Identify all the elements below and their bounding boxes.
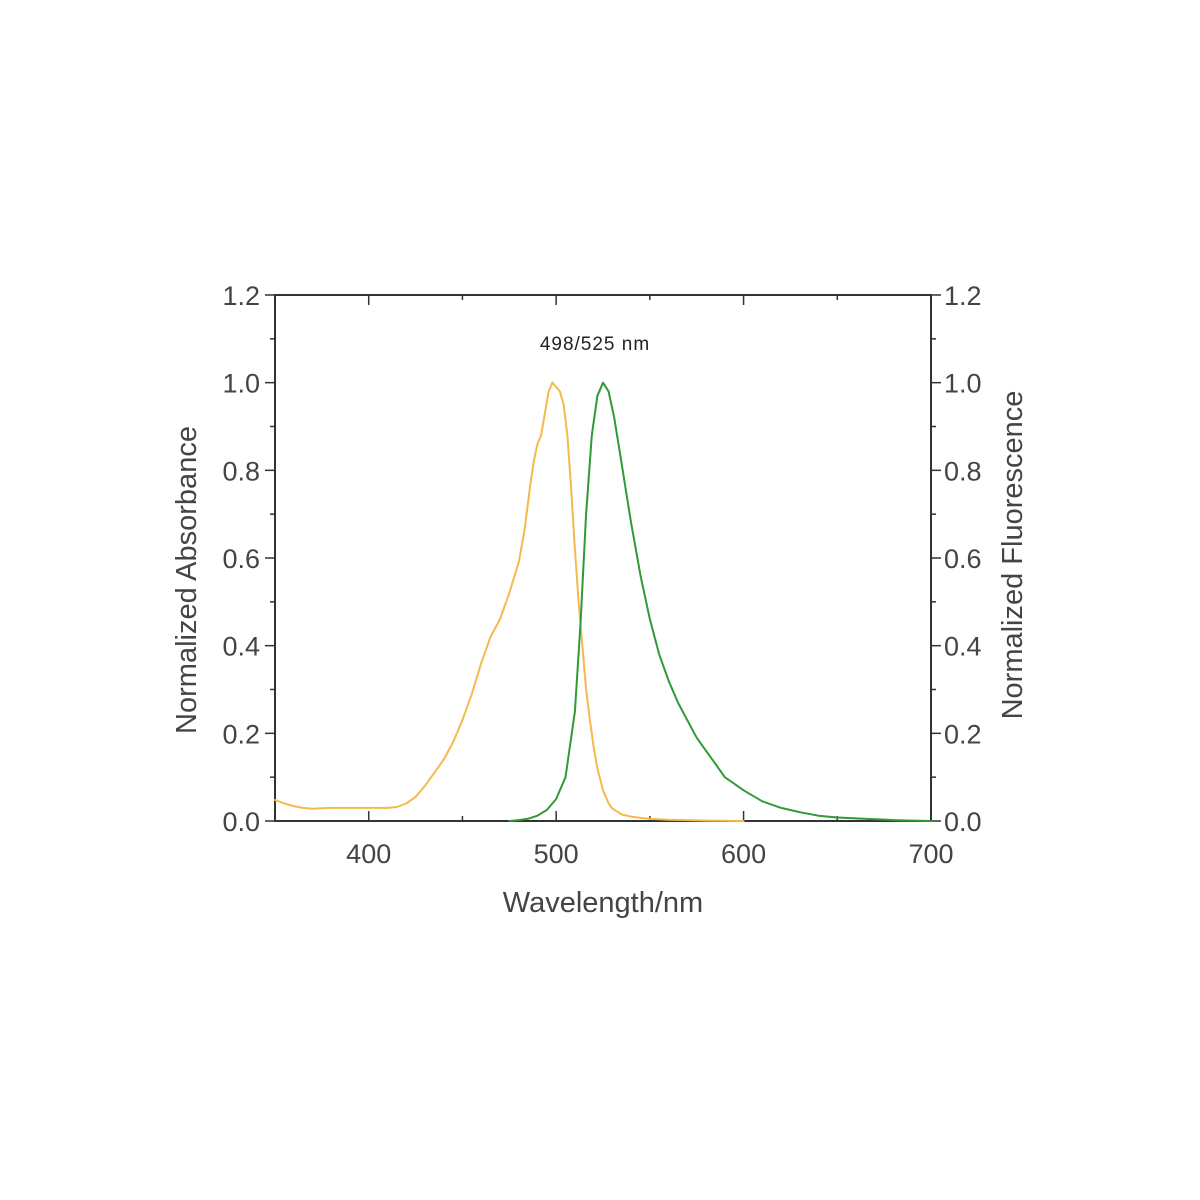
y-left-tick-label: 0.0 [222,807,260,837]
y-axis-title-left: Normalized Absorbance [171,426,203,734]
x-tick-label: 600 [721,839,766,869]
fluorescence-series-line [508,381,932,822]
annotation-label: 498/525 nm [540,334,650,355]
y-right-tick-label: 1.2 [944,281,982,311]
y-right-tick-label: 0.6 [944,544,982,574]
y-left-tick-label: 0.6 [222,544,260,574]
y-left-tick-label: 1.2 [222,281,260,311]
y-left-tick-label: 0.4 [222,632,260,662]
axis-ticks [265,294,941,822]
y-axis-title-right: Normalized Fluorescence [997,391,1029,720]
x-tick-label: 500 [534,839,579,869]
y-left-tick-label: 0.2 [222,719,260,749]
plot-area-frame [274,294,932,822]
y-right-tick-label: 0.4 [944,632,982,662]
series-group [274,381,932,822]
y-right-tick-label: 0.0 [944,807,982,837]
y-right-tick-label: 0.2 [944,719,982,749]
x-axis-title: Wavelength/nm [503,887,703,919]
y-left-tick-label: 0.8 [222,456,260,486]
y-right-tick-label: 1.0 [944,369,982,399]
absorbance-series-line [274,381,745,822]
y-right-tick-label: 0.8 [944,456,982,486]
x-tick-label: 700 [908,839,953,869]
y-left-tick-label: 1.0 [222,369,260,399]
x-tick-label: 400 [346,839,391,869]
